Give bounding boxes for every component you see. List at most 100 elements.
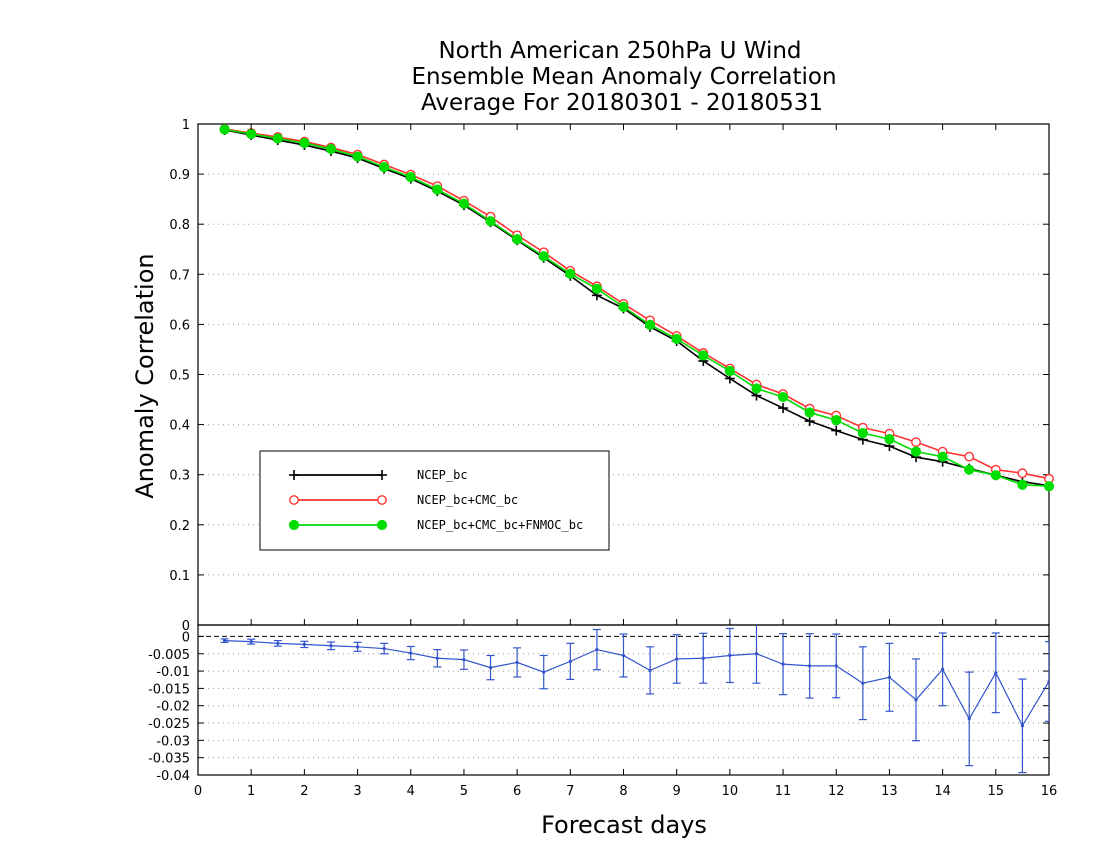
x-tick-label: 9 [673, 784, 681, 799]
top-y-tick-label: 0.3 [169, 469, 190, 484]
anomaly-correlation-panel: 0 0.1 0.2 0.3 0.4 0.5 0.6 0.7 0.8 0.9 1 [169, 118, 1055, 634]
series-line [224, 128, 1050, 488]
series-2 [219, 124, 1055, 492]
series-point [299, 137, 310, 149]
series-point [352, 151, 363, 162]
series-point [937, 451, 948, 462]
difference-point [595, 647, 599, 652]
series-point [964, 451, 975, 462]
series-point [884, 434, 895, 445]
title-line-2: Ensemble Mean Anomaly Correlation [411, 64, 836, 90]
difference-point [621, 653, 626, 658]
series-point [804, 416, 815, 427]
difference-point [941, 667, 945, 671]
series-point [405, 172, 416, 183]
x-axis: 0 1 2 3 4 5 6 7 8 9 10 11 12 13 14 15 16 [194, 124, 1057, 799]
bottom-y-tick-label: -0.005 [148, 648, 190, 663]
top-y-tick-label: 0.9 [169, 168, 190, 183]
series-point [778, 403, 789, 414]
series-point [831, 414, 842, 426]
bottom-y-tick-label: -0.025 [148, 717, 190, 732]
series-point [698, 350, 709, 361]
series-point [246, 128, 257, 140]
bottom-y-tick-label: -0.015 [148, 682, 190, 697]
series-line [224, 128, 1050, 480]
title-line-3: Average For 20180301 - 20180531 [421, 90, 823, 116]
series-point [618, 301, 629, 312]
difference-point [355, 645, 360, 649]
difference-point [994, 671, 998, 675]
top-y-tick-label: 0.8 [169, 218, 190, 233]
series-point [219, 124, 230, 135]
difference-point [276, 641, 280, 645]
series-point [671, 333, 682, 345]
series-point [644, 319, 656, 331]
series-point [724, 365, 735, 377]
difference-point [1020, 724, 1025, 728]
difference-point [249, 640, 253, 644]
series-point [1017, 468, 1028, 479]
x-tick-label: 10 [722, 784, 739, 799]
chart-title: North American 250hPa U Wind Ensemble Me… [411, 38, 836, 116]
series-point [432, 184, 443, 195]
top-y-tick-label: 0.7 [169, 268, 190, 283]
x-tick-label: 7 [566, 784, 574, 799]
title-line-1: North American 250hPa U Wind [438, 38, 801, 64]
difference-point [329, 644, 333, 648]
series-line [224, 129, 1050, 487]
top-y-tick-label: 0.1 [169, 569, 190, 584]
y-axis-label: Anomaly Correlation [131, 253, 159, 498]
series-1 [219, 124, 1054, 484]
legend-marker [377, 495, 387, 505]
x-tick-label: 4 [407, 784, 415, 799]
series-point [379, 161, 390, 173]
legend-marker [289, 470, 299, 480]
x-tick-label: 5 [460, 784, 468, 799]
series-point [565, 268, 576, 279]
series-point [1043, 481, 1055, 492]
x-tick-label: 2 [300, 784, 308, 799]
bottom-y-tick-label: 0 [182, 630, 190, 645]
series-point [512, 234, 523, 245]
x-tick-label: 6 [513, 784, 521, 799]
difference-point [781, 662, 785, 666]
bottom-y-tick-label: -0.04 [156, 769, 190, 784]
difference-panel: 0 -0.005 -0.01 -0.015 -0.02 -0.025 -0.03 -0.035… [148, 624, 1050, 784]
bottom-y-tick-label: -0.03 [156, 734, 190, 749]
difference-point [967, 717, 971, 721]
legend-marker [289, 495, 299, 505]
series-point [325, 143, 337, 155]
difference-point [834, 664, 838, 668]
difference-point [568, 659, 572, 663]
top-y-tick-label: 0 [182, 619, 190, 634]
difference-point [542, 670, 546, 674]
legend-marker [376, 519, 388, 531]
series-0 [219, 125, 1054, 491]
x-tick-label: 8 [619, 784, 627, 799]
difference-point [887, 675, 892, 679]
x-axis-label: Forecast days [541, 811, 707, 839]
x-tick-label: 14 [934, 784, 951, 799]
difference-point [914, 698, 918, 702]
x-tick-label: 0 [194, 784, 202, 799]
series-point [857, 428, 868, 439]
x-tick-label: 16 [1041, 784, 1058, 799]
bottom-y-tick-label: -0.02 [156, 700, 190, 715]
difference-point [808, 664, 812, 668]
legend-label: NCEP_bc+CMC_bc+FNMOC_bc [417, 518, 583, 532]
x-tick-label: 1 [247, 784, 255, 799]
x-tick-label: 12 [828, 784, 845, 799]
series-point [458, 198, 470, 209]
bottom-y-tick-label: -0.01 [156, 665, 190, 680]
difference-point [515, 660, 519, 665]
top-y-tick-label: 1 [182, 118, 190, 133]
legend: NCEP_bc NCEP_bc+CMC_bc NCEP_bc+CMC_bc+FNMO… [259, 450, 610, 551]
difference-point [728, 653, 732, 658]
legend-label: NCEP_bc+CMC_bc [417, 493, 518, 507]
difference-point [435, 656, 439, 660]
top-y-tick-label: 0.4 [169, 419, 190, 434]
difference-point [409, 651, 413, 655]
difference-point [302, 642, 306, 646]
difference-point [701, 656, 705, 660]
